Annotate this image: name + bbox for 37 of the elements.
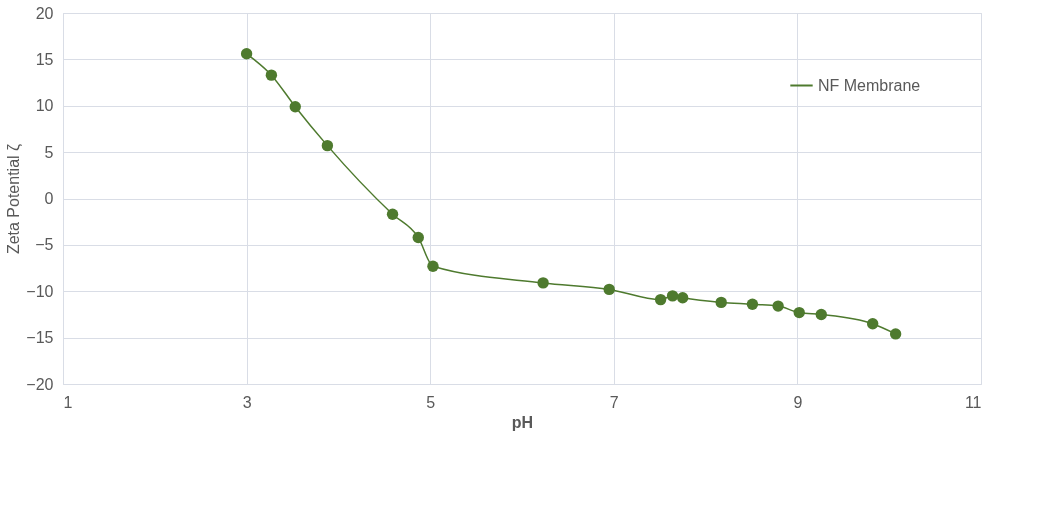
point <box>412 231 424 244</box>
point <box>746 298 759 310</box>
point <box>289 100 301 113</box>
y-tick-label: 20 <box>35 4 54 22</box>
point <box>889 328 902 340</box>
point <box>676 292 689 304</box>
point <box>654 293 667 306</box>
x-tick-label: 7 <box>609 393 619 411</box>
x-tick-label: 3 <box>242 393 252 411</box>
y-tick-label: −15 <box>26 329 54 347</box>
y-tick-label: 15 <box>35 50 54 68</box>
point <box>866 318 879 330</box>
y-tick-label: −10 <box>26 282 54 300</box>
point <box>815 308 827 321</box>
point <box>603 283 615 296</box>
point <box>321 139 334 152</box>
point <box>793 306 805 319</box>
x-tick-label: 9 <box>793 393 803 411</box>
point <box>265 69 278 81</box>
x-axis-title: pH <box>511 413 534 431</box>
point <box>537 277 549 289</box>
point <box>772 300 784 312</box>
point <box>386 208 399 220</box>
point <box>427 260 439 272</box>
point <box>240 48 253 60</box>
y-axis-title: Zeta Potential ζ <box>5 143 24 255</box>
point <box>666 290 679 302</box>
y-tick-label: 0 <box>44 190 54 207</box>
legend-label: NF Membrane <box>818 76 921 94</box>
x-tick-label: 5 <box>426 393 436 411</box>
y-tick-label: −5 <box>35 236 54 254</box>
y-tick-label: −20 <box>26 375 54 393</box>
point <box>715 296 727 309</box>
y-tick-label: 10 <box>35 97 54 115</box>
y-tick-label: 5 <box>44 143 54 161</box>
x-tick-label: 1 <box>63 393 73 411</box>
x-tick-label: 11 <box>964 393 982 411</box>
